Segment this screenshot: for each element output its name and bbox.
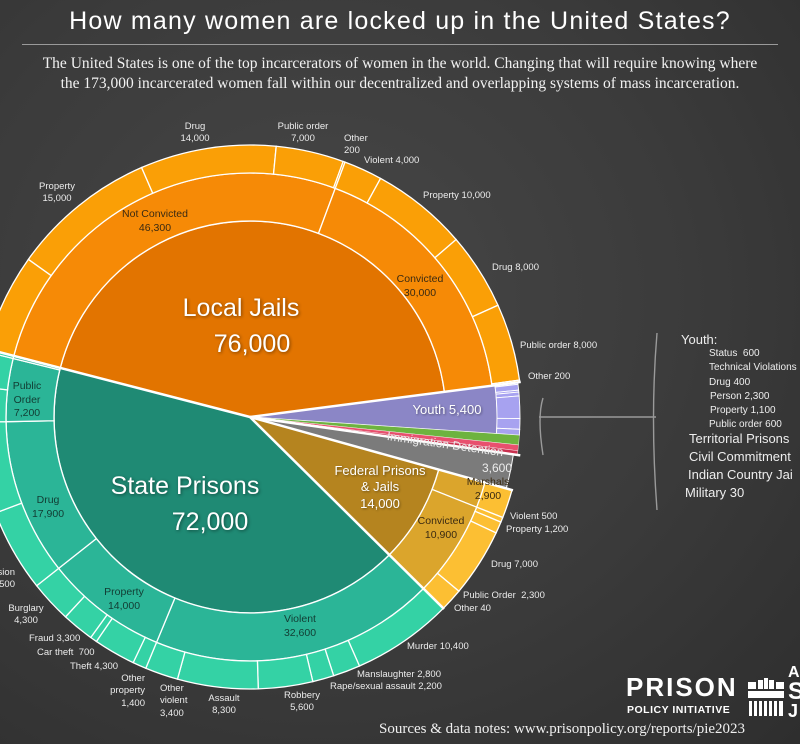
youth-public-order-label: Public order 600 (709, 419, 782, 430)
federal-drug-label: Drug 7,000 (491, 559, 539, 570)
state-robbery-label: Robbery 5,600 (284, 690, 320, 714)
state-public-order-label: Public Order 7,200 (12, 380, 42, 420)
federal-other-label: Other 40 (454, 603, 491, 614)
immigration-detention-value: 3,600 (482, 461, 513, 475)
youth-heading: Youth: (681, 332, 718, 347)
local-jails-label: Local Jails (182, 294, 300, 322)
slice-8-group-3-item-0-arc (0, 388, 9, 423)
slice-separator-line (249, 415, 514, 492)
title-divider (22, 44, 778, 45)
state-car-theft-label: Car theft 700 (37, 647, 95, 658)
slice-separator-line (249, 380, 521, 419)
jails-convicted-label: Convicted 30,000 (396, 273, 444, 299)
youth-technical-label: Technical Violations (709, 362, 797, 373)
state-rape-label: Rape/sexual assault 2,200 (330, 681, 442, 692)
jails-c-drug-label: Drug 8,000 (492, 262, 540, 273)
sunburst-logo-icon (748, 678, 784, 716)
subtitle-line-2: the 173,000 incarcerated women fall with… (60, 75, 740, 92)
state-fraud-label: Fraud 3,300 (29, 633, 81, 644)
state-burglary-label: Burglary 4,300 (8, 603, 44, 627)
subtitle: The United States is one of the top inca… (0, 54, 800, 94)
jails-nc-other-label: Other 200 (344, 133, 368, 157)
state-property-label: Property 14,000 (104, 586, 144, 612)
subtitle-line-1: The United States is one of the top inca… (42, 55, 758, 72)
federal-convicted-label: Convicted 10,900 (417, 515, 465, 541)
state-prisons-label: State Prisons (110, 472, 260, 500)
civil-commitment-label: Civil Commitment (689, 449, 791, 464)
slice-1-item-5-arc (496, 417, 521, 430)
slice-1-item-4-arc (495, 395, 521, 419)
state-possession-label: Possession 500 (0, 567, 15, 591)
logo-policy-initiative: POLICY INITIATIVE (627, 704, 731, 716)
federal-label: Federal Prisons & Jails 14,000 (334, 463, 426, 511)
slice-separator-line (0, 351, 251, 419)
state-other-property-label: Other property 1,400 (110, 673, 145, 709)
youth-other-label: Other 200 (528, 371, 571, 382)
state-manslaughter-label: Manslaughter 2,800 (357, 669, 441, 680)
federal-property-label: Property 1,200 (506, 524, 569, 535)
jails-c-violent-label: Violent 4,000 (364, 155, 420, 166)
state-murder-label: Murder 10,400 (407, 641, 469, 652)
jails-not-convicted-label: Not Convicted 46,300 (122, 208, 188, 234)
state-theft-label: Theft 4,300 (70, 661, 119, 672)
federal-marshals-label: Marshals 2,900 (466, 476, 510, 502)
callout-bracket (539, 332, 658, 511)
state-drug-label: Drug 17,900 (31, 494, 65, 520)
indian-country-jails-label: Indian Country Jai (688, 467, 793, 482)
youth-property-label: Property 1,100 (710, 405, 776, 416)
youth-drug-label: Drug 400 (709, 377, 751, 388)
logo-prison: PRISON (626, 672, 738, 702)
jails-c-property-label: Property 10,000 (423, 190, 491, 201)
state-other-violent-label: Other violent 3,400 (160, 683, 188, 719)
federal-public-order-label: Public Order 2,300 (463, 590, 545, 601)
local-jails-value: 76,000 (213, 330, 291, 358)
slice-separator-line (249, 415, 521, 457)
partner-logo-letter-s: S (788, 678, 800, 705)
slice-separator-line (249, 416, 445, 610)
sources-note[interactable]: Sources & data notes: www.prisonpolicy.o… (379, 721, 746, 737)
partner-logo-letter-j: J (788, 701, 799, 721)
territorial-prisons-label: Territorial Prisons (689, 431, 790, 446)
military-label: Military 30 (685, 485, 745, 500)
youth-status-label: Status 600 (709, 348, 760, 359)
chart-title: How many women are locked up in the Unit… (69, 7, 731, 35)
state-violent-label: Violent 32,600 (283, 613, 317, 639)
jails-c-public-order-label: Public order 8,000 (520, 340, 598, 351)
state-prisons-value: 72,000 (171, 508, 249, 536)
youth-label: Youth 5,400 (412, 402, 482, 417)
jails-nc-drug-label: Drug 14,000 (180, 121, 210, 145)
federal-violent-label: Violent 500 (510, 511, 558, 522)
partner-logo-letter-a: A (788, 664, 800, 681)
youth-person-label: Person 2,300 (710, 391, 770, 402)
state-assault-label: Assault 8,300 (208, 693, 240, 717)
jails-nc-property-label: Property 15,000 (39, 181, 75, 205)
jails-nc-public-order-label: Public order 7,000 (277, 121, 329, 145)
